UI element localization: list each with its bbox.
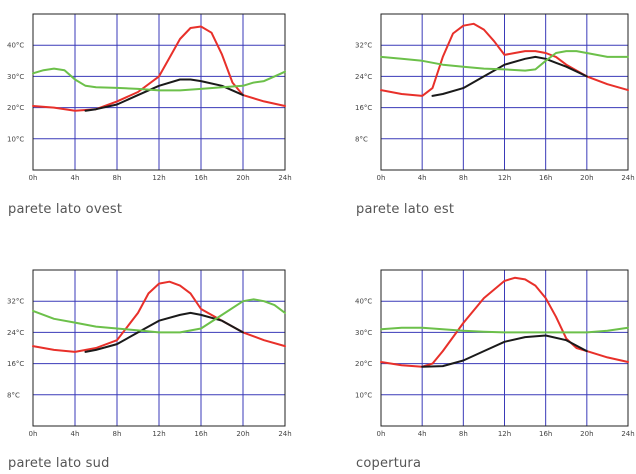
x-tick-label: 20h <box>236 430 249 438</box>
y-tick-label: 32°C <box>355 42 372 50</box>
series-line-red <box>380 22 629 97</box>
x-tick-label: 20h <box>580 174 593 182</box>
x-tick-label: 4h <box>71 174 80 182</box>
y-tick-label: 40°C <box>355 298 372 306</box>
y-tick-label: 20°C <box>355 360 372 368</box>
y-tick-label: 24°C <box>7 329 24 337</box>
plot-frame <box>380 269 629 427</box>
series-line-black <box>431 55 588 97</box>
x-tick-label: 4h <box>71 430 80 438</box>
x-tick-label: 24h <box>621 430 634 438</box>
plot-frame <box>32 269 286 427</box>
x-tick-label: 16h <box>194 430 207 438</box>
x-tick-label: 0h <box>377 174 386 182</box>
x-tick-label: 4h <box>418 430 427 438</box>
series-line-red <box>380 276 629 368</box>
x-tick-label: 8h <box>113 174 122 182</box>
y-tick-label: 20°C <box>7 104 24 112</box>
y-tick-label: 40°C <box>7 42 24 50</box>
chart-caption-copertura: copertura <box>356 456 422 471</box>
grid <box>32 14 286 170</box>
y-tick-label: 10°C <box>7 135 24 143</box>
y-tick-label: 8°C <box>355 135 368 143</box>
x-tick-label: 8h <box>459 174 468 182</box>
plot-frame <box>380 13 629 171</box>
x-tick-label: 24h <box>621 174 634 182</box>
chart-caption-est: parete lato est <box>356 202 455 217</box>
x-tick-label: 24h <box>278 174 291 182</box>
x-tick-label: 12h <box>152 430 165 438</box>
x-tick-label: 20h <box>236 174 249 182</box>
chart-caption-ovest: parete lato ovest <box>8 202 123 217</box>
grid <box>380 270 629 426</box>
series-line-black <box>84 311 244 353</box>
x-tick-label: 0h <box>29 430 38 438</box>
y-tick-label: 10°C <box>355 391 372 399</box>
x-tick-label: 8h <box>113 430 122 438</box>
y-tick-label: 30°C <box>7 73 24 81</box>
chart-caption-sud: parete lato sud <box>8 456 110 471</box>
x-tick-label: 16h <box>194 174 207 182</box>
series-line-black <box>84 78 244 112</box>
x-tick-label: 20h <box>580 430 593 438</box>
x-tick-label: 0h <box>29 174 38 182</box>
y-tick-label: 24°C <box>355 73 372 81</box>
series-line-green <box>32 298 286 334</box>
series-line-black <box>421 334 588 368</box>
series-line-green <box>380 50 629 72</box>
x-tick-label: 12h <box>152 174 165 182</box>
x-tick-label: 8h <box>459 430 468 438</box>
x-tick-label: 0h <box>377 430 386 438</box>
y-tick-label: 32°C <box>7 298 24 306</box>
series-line-green <box>380 326 629 334</box>
x-tick-label: 16h <box>539 174 552 182</box>
x-tick-label: 24h <box>278 430 291 438</box>
x-tick-label: 4h <box>418 174 427 182</box>
x-tick-label: 16h <box>539 430 552 438</box>
x-tick-label: 12h <box>498 174 511 182</box>
plot-frame <box>32 13 286 171</box>
series-line-green <box>32 67 286 92</box>
y-tick-label: 8°C <box>7 391 20 399</box>
y-tick-label: 30°C <box>355 329 372 337</box>
y-tick-label: 16°C <box>355 104 372 112</box>
x-tick-label: 12h <box>498 430 511 438</box>
y-tick-label: 16°C <box>7 360 24 368</box>
